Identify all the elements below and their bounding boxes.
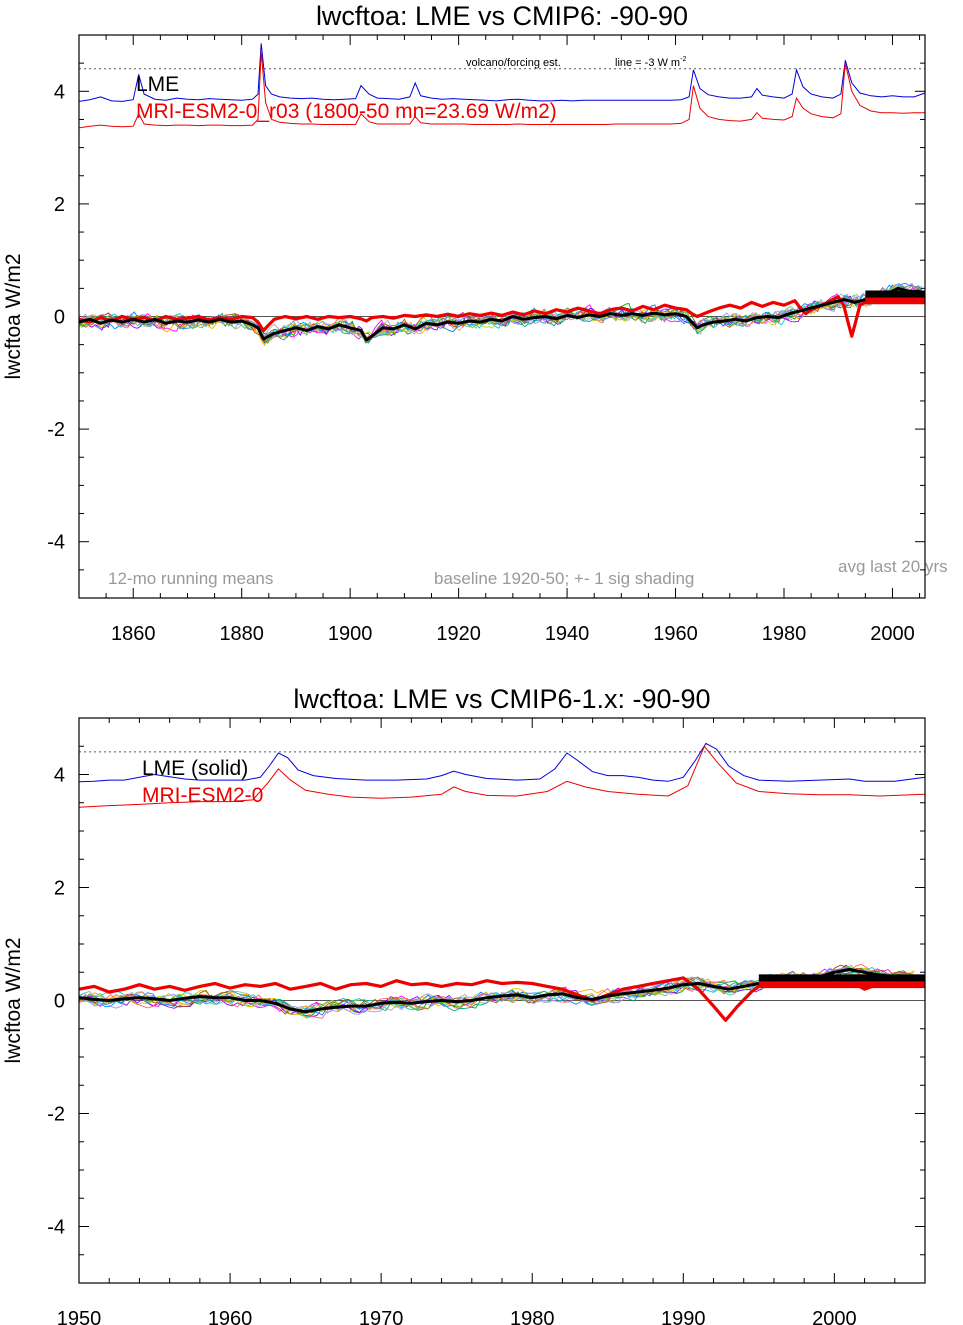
annotation-scale: line = -3 W m-2 bbox=[615, 56, 686, 69]
annotation-running-means: 12-mo running means bbox=[108, 569, 273, 588]
forcing-model-line bbox=[78, 745, 926, 808]
chart-panel-2: lwcftoa: LME vs CMIP6-1.x: -90-90 lwcftoa… bbox=[2, 684, 926, 1325]
x-tick-label: 1940 bbox=[545, 623, 590, 645]
legend-lme: LME bbox=[136, 73, 179, 96]
x-tick-label: 1980 bbox=[510, 1308, 555, 1325]
x-tick-label: 1980 bbox=[762, 623, 807, 645]
plot-frame bbox=[78, 717, 926, 1284]
x-tick-label: 1990 bbox=[661, 1308, 706, 1325]
x-tick-label: 1880 bbox=[219, 623, 264, 645]
ensemble-member-line bbox=[78, 964, 915, 1014]
ensemble-member-line bbox=[78, 964, 915, 1015]
x-tick-label: 1900 bbox=[328, 623, 373, 645]
model-run-line bbox=[78, 289, 926, 338]
y-tick-label: 4 bbox=[54, 81, 65, 103]
annotation-avg-last-20: avg last 20 yrs bbox=[838, 557, 948, 576]
chart-title: lwcftoa: LME vs CMIP6: -90-90 bbox=[316, 1, 688, 31]
ensemble-member-line bbox=[78, 282, 923, 341]
legend-model: MRI-ESM2-0 bbox=[142, 784, 263, 807]
y-axis-label: lwcftoa W/m2 bbox=[2, 253, 25, 379]
lme-mean-line bbox=[78, 286, 920, 342]
y-tick-label: -4 bbox=[47, 532, 65, 554]
forcing-model-line bbox=[78, 51, 925, 129]
annotation-volcano: volcano/forcing est. bbox=[466, 57, 561, 69]
legend-model: MRI-ESM2-0_r03 (1800-50 mn=23.69 W/m2) bbox=[136, 100, 557, 123]
forcing-lme-line bbox=[78, 742, 926, 783]
chart-panel-1: lwcftoa: LME vs CMIP6: -90-90 lwcftoa W/m… bbox=[2, 1, 948, 645]
x-tick-label: 1960 bbox=[653, 623, 698, 645]
y-tick-label: -2 bbox=[47, 1104, 65, 1126]
annotation-scale-exponent: -2 bbox=[680, 56, 686, 63]
y-tick-label: 4 bbox=[54, 765, 65, 787]
x-tick-label: 1950 bbox=[57, 1308, 102, 1325]
forcing-lme-line bbox=[78, 43, 926, 102]
y-tick-label: -4 bbox=[47, 1217, 65, 1239]
x-tick-label: 2000 bbox=[870, 623, 915, 645]
y-tick-label: 0 bbox=[54, 991, 65, 1013]
x-tick-label: 1920 bbox=[436, 623, 481, 645]
y-tick-label: 2 bbox=[54, 194, 65, 216]
plot-frame bbox=[78, 34, 926, 599]
annotation-baseline: baseline 1920-50; +- 1 sig shading bbox=[434, 569, 694, 588]
x-tick-label: 1960 bbox=[208, 1308, 253, 1325]
x-tick-label: 1970 bbox=[359, 1308, 404, 1325]
legend-lme: LME (solid) bbox=[142, 757, 248, 780]
chart-title: lwcftoa: LME vs CMIP6-1.x: -90-90 bbox=[293, 684, 710, 714]
y-tick-label: 2 bbox=[54, 878, 65, 900]
y-axis-label: lwcftoa W/m2 bbox=[2, 937, 25, 1063]
y-tick-label: -2 bbox=[47, 419, 65, 441]
x-tick-label: 1860 bbox=[111, 623, 156, 645]
y-tick-label: 0 bbox=[54, 307, 65, 329]
x-tick-label: 2000 bbox=[812, 1308, 857, 1325]
